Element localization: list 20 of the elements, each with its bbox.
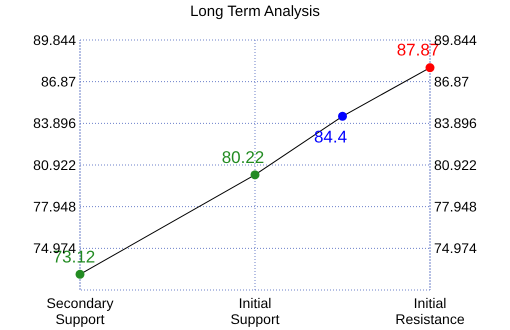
point <box>426 63 434 72</box>
y-tick-label: 77.948 <box>33 198 76 215</box>
y-tick-label: 80.922 <box>33 156 76 173</box>
y-tick-label: 86.87 <box>40 74 76 90</box>
point <box>76 270 84 279</box>
y-tick-label: 89.844 <box>33 32 76 48</box>
point <box>338 112 347 121</box>
data-label: 84.4 <box>314 127 348 146</box>
point <box>250 170 260 180</box>
y2-tick-label: 80.922 <box>434 156 478 173</box>
y2-tick-label: 83.896 <box>434 115 478 132</box>
y2-tick-label: 86.87 <box>434 74 470 90</box>
chart-title: Long Term Analysis <box>190 3 320 20</box>
data-label: 80.22 <box>222 148 264 167</box>
x-tick-label: Initial Support <box>230 295 280 327</box>
y2-tick-label: 74.974 <box>434 240 478 256</box>
y-tick-label: 83.896 <box>33 115 76 132</box>
x-tick-label: Initial Resistance <box>395 295 465 327</box>
y2-tick-label: 77.948 <box>434 198 478 215</box>
x-tick-label: Secondary Support <box>46 295 114 327</box>
